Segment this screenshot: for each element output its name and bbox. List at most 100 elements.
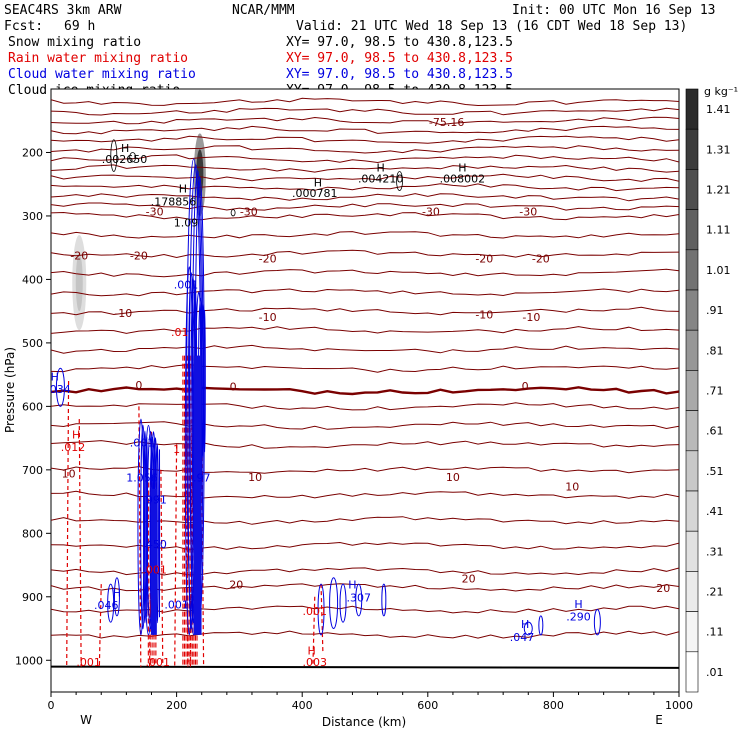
center-name: NCAR/MMM (232, 3, 295, 18)
axes: 0 200 400 600 800 100020030040050060070080090… (15, 146, 693, 712)
temperature-contour-label: -30 (422, 206, 440, 219)
forecast-label: Fcst: (4, 19, 43, 34)
colorbar-swatch (685, 289, 699, 331)
snow-ice-label: .178856 (151, 195, 197, 208)
colorbar-label: .41 (706, 505, 724, 518)
snow-shading-left-core (75, 254, 83, 312)
cloud-water-label: H (113, 586, 121, 599)
snow-ice-contour (110, 139, 118, 172)
temperature-contour-label: 10 (248, 471, 262, 484)
colorbar-label: .51 (706, 465, 724, 478)
rain-water-label: .01 (171, 326, 189, 339)
cloud-water-label: .97 (193, 471, 211, 484)
temperature-contour (51, 421, 679, 430)
cloud-water-contour (538, 615, 544, 636)
snow-field-xy: XY= 97.0, 98.5 to 430.8,123.5 (286, 35, 513, 50)
temperature-contour-label: 0 (135, 379, 142, 392)
colorbar-label: 1.41 (706, 103, 731, 116)
temperature-contour-label: 20 (462, 572, 476, 585)
rain-water-label: H (72, 428, 80, 441)
snow-ice-label: H (121, 142, 129, 155)
cloud-water-label: H (348, 579, 356, 592)
colorbar-label: 1.21 (706, 184, 731, 197)
temperature-contour-label: -20 (259, 252, 277, 265)
cloud-water-label: .307 (346, 591, 371, 604)
colorbar-swatch (685, 450, 699, 492)
cloud-water-field-title: Cloud water mixing ratio (8, 67, 196, 82)
colorbar: 1.41 1.31 1.21 1.11 1.01 .91 .81 .71 .61 .51 .41 .3… (685, 88, 731, 693)
colorbar-swatch (685, 209, 699, 251)
temperature-contour-label: -10 (259, 311, 277, 324)
colorbar-label: .91 (706, 304, 724, 317)
snow-ice-contour (129, 152, 137, 163)
temperature-contour-label: 0 (522, 380, 529, 393)
cloud-water-core (193, 355, 202, 635)
temperature-contour-label: -20 (475, 252, 493, 265)
cloud-water-contour (329, 577, 339, 630)
colorbar-label: .11 (706, 626, 724, 639)
y-tick-label: 1000 (15, 654, 43, 667)
cloud-water-label: .290 (566, 610, 591, 623)
plot-area: -30 -30 -30 -30 -20 -20 -20 -20 -20 -10 -10 -10 -10 0… (15, 88, 693, 712)
rain-water-contour (312, 596, 316, 667)
temperature-contour (51, 211, 679, 221)
temperature-contour (51, 193, 679, 202)
header: SEAC4RS 3km ARW NCAR/MMM Init: 00 UTC Mo… (4, 3, 716, 98)
snow-ice-label: 1.09 (174, 216, 199, 229)
cloud-water-label: H (51, 371, 59, 384)
temperature-contour (51, 288, 679, 297)
y-axis-label: Pressure (hPa) (3, 347, 17, 433)
temperature-contour (51, 440, 679, 449)
x-tick-label: 600 (417, 699, 438, 712)
cloud-water-contour (145, 436, 149, 618)
temperature-contour (51, 183, 679, 192)
colorbar-label: .61 (706, 425, 724, 438)
temperature-contour-label: -30 (240, 206, 258, 219)
colorbar-unit: g kg⁻¹ (704, 85, 738, 98)
snow-ice-label: .004210 (358, 172, 404, 185)
temperature-contour-label: -10 (114, 307, 132, 320)
colorbar-swatch (685, 410, 699, 452)
temperature-contour (51, 202, 679, 211)
colorbar-swatch (685, 88, 699, 130)
cloud-water-field-xy: XY= 97.0, 98.5 to 430.8,123.5 (286, 67, 513, 82)
colorbar-swatch (685, 571, 699, 612)
colorbar-label: .01 (706, 666, 724, 679)
valid-time: Valid: 21 UTC Wed 18 Sep 13 (16 CDT Wed … (296, 19, 687, 34)
rain-water-contour (174, 444, 178, 667)
temperature-contour-label: -30 (519, 206, 537, 219)
temperature-contour (51, 249, 679, 259)
temperature-contour-label: -20 (130, 249, 148, 262)
rain-water-label: 1 (173, 443, 180, 456)
cloud-water-label: .991 (142, 494, 167, 507)
temperature-contour-label: -20 (70, 249, 88, 262)
colorbar-label: .71 (706, 385, 724, 398)
colorbar-label: .21 (706, 586, 724, 599)
colorbar-label: 1.01 (706, 264, 731, 277)
init-time: Init: 00 UTC Mon 16 Sep 13 (512, 3, 716, 18)
colorbar-swatch (685, 490, 699, 532)
cloud-water-label: .450 (142, 538, 167, 551)
temperature-contour (51, 231, 679, 239)
x-left-direction: W (80, 713, 92, 727)
snow-ice-label: .002650 (102, 153, 148, 166)
rain-water-contour (185, 406, 189, 667)
rain-water-label: .012 (61, 441, 86, 454)
y-tick-label: 200 (22, 146, 43, 159)
cloud-water-contour (355, 583, 363, 617)
snow-ice-label: .008002 (440, 172, 486, 185)
y-tick-label: 500 (22, 337, 43, 350)
temperature-contour (51, 326, 679, 334)
temperature-contour (51, 268, 679, 278)
snow-ice-label: H (377, 162, 385, 175)
temperature-contour-label: -75.16 (429, 116, 464, 129)
temperature-contour (51, 145, 679, 154)
rain-field-xy: XY= 97.0, 98.5 to 430.8,123.5 (286, 51, 513, 66)
temperature-contour (51, 107, 679, 116)
colorbar-label: .81 (706, 344, 724, 357)
x-right-direction: E (655, 713, 663, 727)
cloud-water-contour (55, 367, 65, 407)
rain-water-label: .001 (303, 605, 328, 618)
temperature-contour (51, 135, 679, 144)
